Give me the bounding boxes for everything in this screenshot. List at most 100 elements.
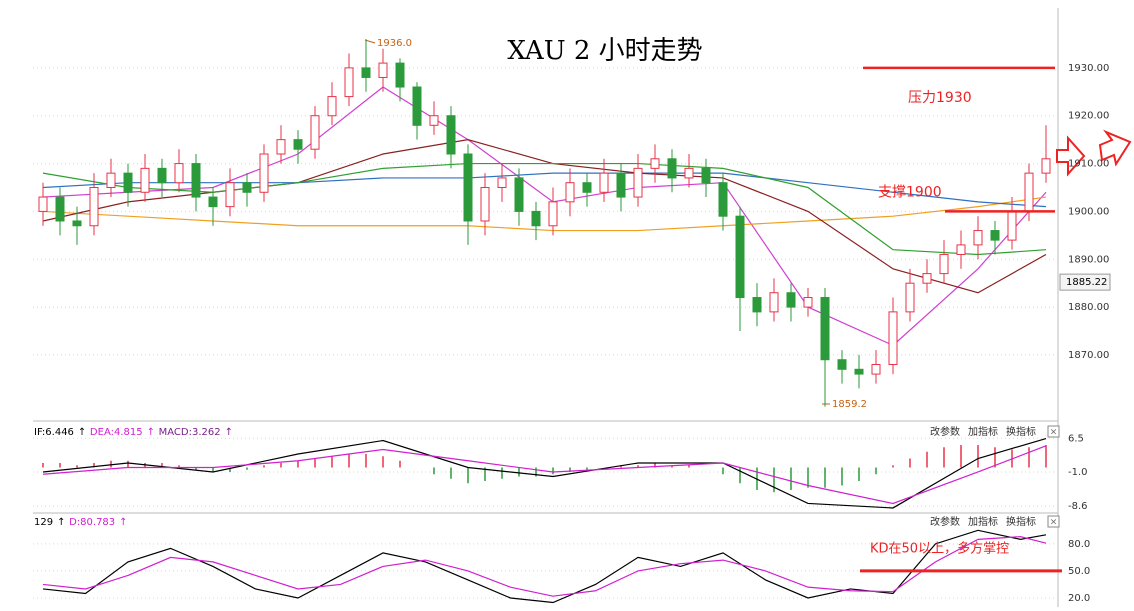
close-icon: ×: [1050, 428, 1058, 438]
candle-body: [667, 158, 677, 179]
candle-body: [616, 172, 626, 198]
y-tick-label: 1880.00: [1068, 302, 1109, 313]
candle-body: [548, 201, 558, 227]
indicator-line: [42, 536, 1047, 597]
button[interactable]: 换指标: [1006, 425, 1036, 438]
y-tick-label: 80.0: [1068, 539, 1090, 550]
candle-body: [72, 220, 82, 227]
candle-body: [55, 196, 65, 222]
level-label: 压力1930: [908, 90, 972, 106]
candle-body: [582, 182, 592, 193]
button[interactable]: 加指标: [968, 515, 998, 528]
candle-body: [293, 139, 303, 150]
candle-body: [803, 297, 813, 308]
button[interactable]: 加指标: [968, 425, 998, 438]
y-tick-label: 50.0: [1068, 566, 1090, 577]
indicator-label: IF:6.446: [34, 427, 74, 438]
chart-title: XAU 2 小时走势: [507, 36, 702, 66]
indicator-label: D:80.783: [69, 517, 115, 528]
candle-body: [786, 292, 796, 308]
candle-body: [871, 364, 881, 375]
y-tick-label: 20.0: [1068, 593, 1090, 604]
close-button[interactable]: [1047, 515, 1060, 528]
indicator-line: [42, 529, 1047, 604]
candle-body: [990, 230, 1000, 241]
y-tick-label: 1920.00: [1068, 111, 1109, 122]
arrow-mark: ↑: [78, 427, 86, 438]
candle-body: [1024, 172, 1034, 212]
arrow-icon: [1098, 129, 1132, 167]
candle-body: [140, 167, 150, 193]
y-tick-label: 1910.00: [1068, 159, 1109, 170]
candle-body: [922, 273, 932, 284]
candle-body: [191, 163, 201, 198]
candle-body: [905, 282, 915, 313]
candle-body: [531, 210, 541, 227]
candle-body: [446, 115, 456, 155]
arrow-mark: ↑: [147, 427, 155, 438]
candle-body: [38, 196, 48, 212]
arrow-mark: ↑: [225, 427, 233, 438]
candle-body: [650, 158, 660, 169]
indicator-line: [42, 437, 1047, 509]
candle-body: [89, 186, 99, 227]
candle-body: [106, 172, 116, 188]
level-label: 支撑1900: [878, 184, 942, 200]
indicator-label: 129: [34, 517, 53, 528]
candle-body: [378, 62, 388, 78]
y-tick-label: 1870.00: [1068, 350, 1109, 361]
candle-body: [242, 182, 252, 193]
y-tick-label: 1900.00: [1068, 206, 1109, 217]
candle-body: [327, 96, 337, 117]
candle-body: [888, 311, 898, 366]
candle-body: [718, 182, 728, 217]
level-label: KD在50以上，多方掌控: [870, 540, 1009, 556]
candle-body: [1041, 158, 1051, 174]
candle-body: [956, 244, 966, 255]
close-icon: ×: [1050, 518, 1058, 528]
arrow-mark: ↑: [119, 517, 127, 528]
y-tick-label: -8.6: [1068, 501, 1088, 512]
candle-body: [973, 230, 983, 246]
indicator-line: [42, 172, 1047, 208]
low-label: 1859.2: [832, 399, 867, 410]
indicator-line: [42, 445, 1047, 505]
high-label: 1936.0: [377, 38, 412, 49]
arrow-mark: ↑: [57, 517, 65, 528]
candle-body: [123, 172, 133, 193]
y-tick-label: 6.5: [1068, 433, 1084, 444]
candle-body: [174, 163, 184, 184]
button[interactable]: 换指标: [1006, 515, 1036, 528]
candle-body: [1007, 210, 1017, 241]
candle-body: [361, 67, 371, 78]
arrow-icon: [1056, 135, 1086, 177]
candle-body: [276, 139, 286, 155]
candle-body: [344, 67, 354, 98]
candle-body: [497, 177, 507, 188]
y-tick-label: 1930.00: [1068, 63, 1109, 74]
price-tag-label: 1885.22: [1066, 277, 1107, 288]
candle-body: [225, 182, 235, 208]
button[interactable]: 改参数: [930, 425, 960, 438]
pointer: [364, 39, 376, 44]
candle-body: [854, 368, 864, 375]
y-tick-label: -1.0: [1068, 467, 1088, 478]
y-tick-label: 1890.00: [1068, 254, 1109, 265]
close-button[interactable]: [1047, 425, 1060, 438]
candle-body: [599, 172, 609, 193]
price-tag: [1059, 273, 1111, 291]
candle-body: [684, 167, 694, 179]
button[interactable]: 改参数: [930, 515, 960, 528]
indicator-label: MACD:3.262: [159, 427, 221, 438]
candle-body: [735, 215, 745, 299]
candle-body: [752, 297, 762, 313]
candle-body: [412, 86, 422, 126]
candle-body: [701, 167, 711, 184]
candle-body: [429, 115, 439, 126]
candle-body: [157, 167, 167, 184]
candle-body: [939, 253, 949, 275]
candle-body: [820, 297, 830, 361]
candle-body: [463, 153, 473, 222]
